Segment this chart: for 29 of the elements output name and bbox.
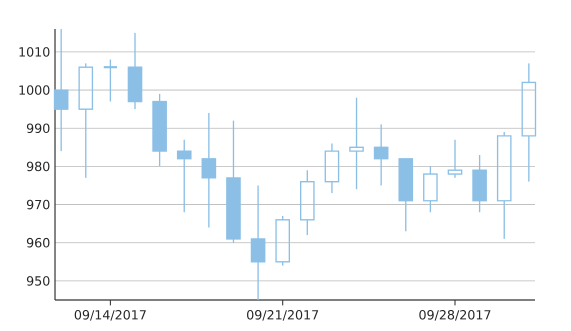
candlestick bbox=[496, 131, 512, 240]
candlestick bbox=[128, 32, 142, 110]
candlestick bbox=[54, 28, 68, 152]
candlestick bbox=[522, 62, 536, 182]
x-tick-label: 09/14/2017 bbox=[74, 310, 146, 321]
y-tick-label: 950 bbox=[26, 276, 50, 286]
candlestick bbox=[300, 170, 315, 236]
candlestick bbox=[152, 93, 167, 168]
x-tick-label: 09/21/2017 bbox=[247, 310, 318, 321]
y-tick-label: 1010 bbox=[19, 47, 50, 57]
y-tick-label: 970 bbox=[26, 200, 50, 210]
y-tick-label: 1000 bbox=[19, 85, 50, 95]
candlestick bbox=[448, 139, 462, 179]
candlestick bbox=[349, 97, 364, 190]
y-tick-label: 960 bbox=[26, 238, 50, 248]
candlestick bbox=[472, 154, 487, 213]
candlestick bbox=[374, 124, 388, 186]
y-tick-label: 990 bbox=[26, 123, 50, 134]
candlestick bbox=[423, 166, 438, 213]
candlestick bbox=[202, 112, 216, 228]
x-tick-label: 09/28/2017 bbox=[419, 310, 490, 321]
candlestick bbox=[78, 62, 94, 179]
candlestick bbox=[324, 142, 340, 194]
candlestick bbox=[398, 158, 414, 232]
candlestick bbox=[226, 120, 241, 244]
candlestick bbox=[250, 184, 266, 301]
candlestick bbox=[176, 139, 192, 213]
candlestick bbox=[102, 58, 118, 102]
y-tick-label: 980 bbox=[26, 162, 50, 172]
